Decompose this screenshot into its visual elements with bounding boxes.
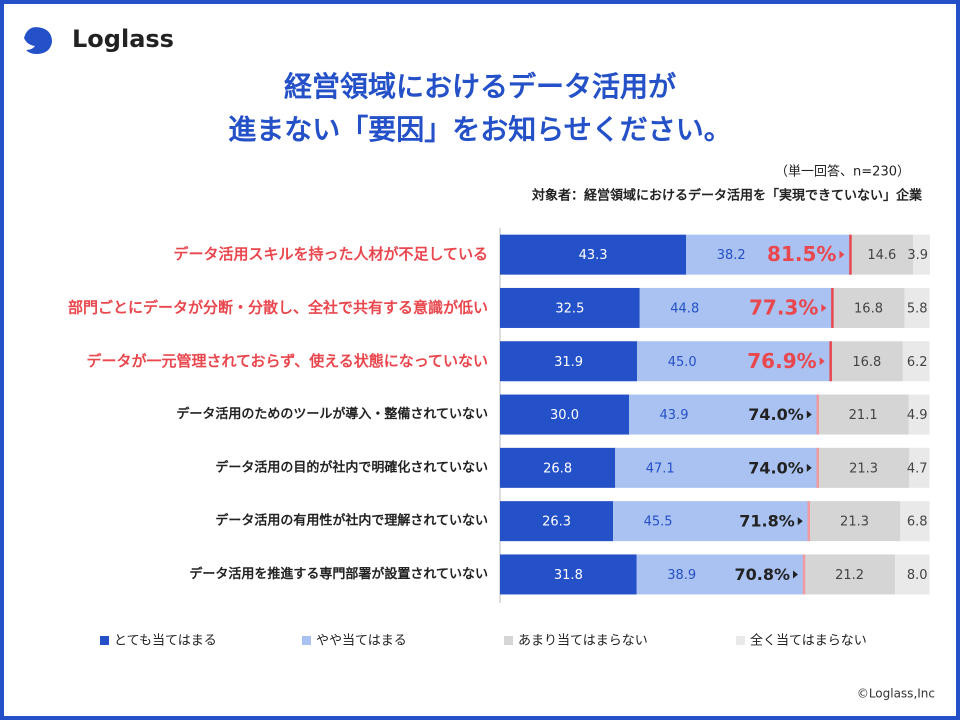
bar-segment [629,394,818,435]
note: （単一回答、n=230） [775,164,910,180]
legend-swatch [504,636,513,645]
bar-segment [500,341,638,382]
value-label: 26.3 [542,515,571,530]
brand: Loglass [72,25,174,53]
value-label: 8.0 [907,568,928,583]
bar-segment [808,501,901,542]
category-label: データ活用スキルを持った人材が不足している [173,245,488,263]
bar-segment [817,447,910,488]
total-label: 70.8% [734,565,790,584]
bar-segment [817,394,909,435]
value-label: 43.9 [660,408,689,423]
category-label: データ活用を推進する専門部署が設置されていない [189,566,488,582]
total-arrow [806,410,812,419]
value-label: 45.0 [668,355,697,370]
legend-swatch [302,636,311,645]
category-label: データ活用の有用性が社内で理解されていない [215,513,488,529]
bar-segment [804,554,896,595]
value-label: 47.1 [646,461,675,476]
bar-segment [686,234,851,275]
bar-segment [615,447,818,488]
value-label: 6.2 [907,355,928,370]
copyright: ©Loglass,Inc [857,687,935,701]
value-label: 5.8 [907,301,928,316]
bar-segment [913,234,930,275]
bar-segment [832,287,905,328]
bar-segment [895,554,930,595]
value-label: 4.7 [907,461,928,476]
total-label: 81.5% [767,242,836,266]
bar-segment [900,501,930,542]
total-label: 76.9% [747,349,816,373]
value-label: 4.9 [907,408,928,423]
value-label: 31.9 [554,355,583,370]
total-arrow [839,250,845,259]
bar-segment [902,341,930,382]
chart-title: 進まない「要因」をお知らせください。 [228,113,731,146]
value-label: 21.3 [840,515,869,530]
subtitle: 対象者：経営領域におけるデータ活用を「実現できていない」企業 [531,188,923,204]
bar-segment [500,287,640,328]
total-arrow [797,517,803,526]
value-label: 45.5 [644,515,673,530]
value-label: 21.3 [849,461,878,476]
value-label: 44.8 [670,301,699,316]
bar-segment [830,341,903,382]
legend-swatch [736,636,745,645]
bar-segment [613,501,809,542]
value-label: 14.6 [867,248,896,263]
total-arrow [806,463,812,472]
total-label: 74.0% [748,405,804,424]
bar-segment [636,554,805,595]
bar-segment [500,447,616,488]
logo-icon [24,27,52,54]
value-label: 31.8 [554,568,583,583]
bar-segment [639,287,833,328]
value-label: 21.2 [835,568,864,583]
value-label: 26.8 [543,461,572,476]
legend-label: 全く当てはまらない [750,633,867,649]
total-arrow [821,303,827,312]
legend-swatch [100,636,109,645]
total-label: 71.8% [739,512,795,531]
total-arrow [793,570,799,579]
value-label: 21.1 [849,408,878,423]
value-label: 30.0 [550,408,579,423]
legend-label: とても当てはまる [114,634,217,649]
bar-segment [909,447,930,488]
value-label: 16.8 [854,301,883,316]
bar-segment [850,234,914,275]
value-label: 32.5 [555,301,584,316]
value-label: 6.8 [907,515,928,530]
legend-label: やや当てはまる [316,634,407,649]
logo [24,27,52,54]
total-label: 74.0% [748,458,804,477]
value-label: 16.8 [852,355,881,370]
legend-label: あまり当てはまらない [518,634,648,649]
category-label: 部門ごとにデータが分断・分散し、全社で共有する意識が低い [68,298,488,316]
bar-segment [500,234,687,275]
bar-segment [500,394,629,435]
value-label: 3.9 [907,248,928,263]
bar-segment [637,341,831,382]
value-label: 43.3 [579,248,608,263]
value-label: 38.9 [667,568,696,583]
total-label: 77.3% [749,295,818,319]
category-label: データが一元管理されておらず、使える状態になっていない [86,352,488,370]
category-label: データ活用の目的が社内で明確化されていない [215,459,488,475]
bar-segment [908,394,930,435]
value-label: 38.2 [717,248,746,263]
bar-segment [500,554,637,595]
category-label: データ活用のためのツールが導入・整備されていない [176,406,488,422]
total-arrow [819,357,825,366]
bar-segment [500,501,614,542]
bar-segment [904,287,930,328]
chart-title: 経営領域におけるデータ活用が [284,70,676,103]
